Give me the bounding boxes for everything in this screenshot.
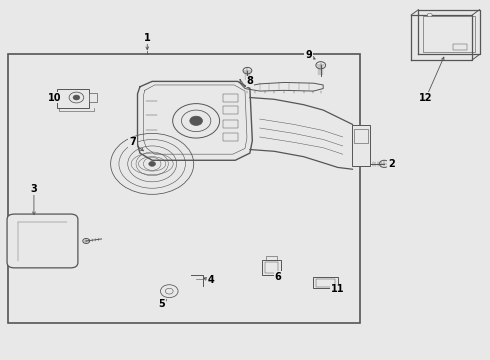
Text: 8: 8 (246, 76, 253, 86)
Text: 9: 9 (305, 50, 312, 60)
Bar (354, 129, 368, 143)
Bar (351, 125, 370, 166)
Circle shape (149, 161, 156, 166)
Bar (316, 279, 335, 287)
Text: 12: 12 (419, 93, 433, 103)
Circle shape (243, 67, 252, 74)
Text: 7: 7 (129, 138, 136, 147)
Circle shape (379, 160, 389, 167)
Text: 1: 1 (144, 33, 150, 43)
Text: 10: 10 (48, 93, 61, 103)
Circle shape (190, 116, 202, 126)
Bar (223, 120, 238, 128)
Bar (453, 44, 467, 50)
Circle shape (172, 104, 220, 138)
Bar (223, 107, 238, 114)
Circle shape (181, 110, 211, 132)
Bar (57, 89, 89, 108)
Circle shape (83, 238, 90, 243)
Bar (223, 133, 238, 140)
Text: 6: 6 (275, 272, 282, 282)
Circle shape (69, 92, 84, 103)
Bar (262, 260, 281, 275)
FancyBboxPatch shape (7, 214, 78, 268)
Bar (265, 262, 278, 273)
Circle shape (427, 13, 432, 17)
Bar (223, 94, 238, 102)
Text: 3: 3 (30, 184, 37, 194)
Circle shape (316, 62, 326, 69)
Bar (89, 93, 98, 102)
Text: 5: 5 (159, 299, 165, 309)
Text: 4: 4 (207, 275, 214, 285)
Bar (8, 54, 360, 323)
Text: 11: 11 (331, 284, 344, 294)
Text: 2: 2 (388, 159, 395, 169)
Circle shape (73, 95, 80, 100)
Bar (423, 16, 475, 52)
Bar (314, 277, 338, 288)
